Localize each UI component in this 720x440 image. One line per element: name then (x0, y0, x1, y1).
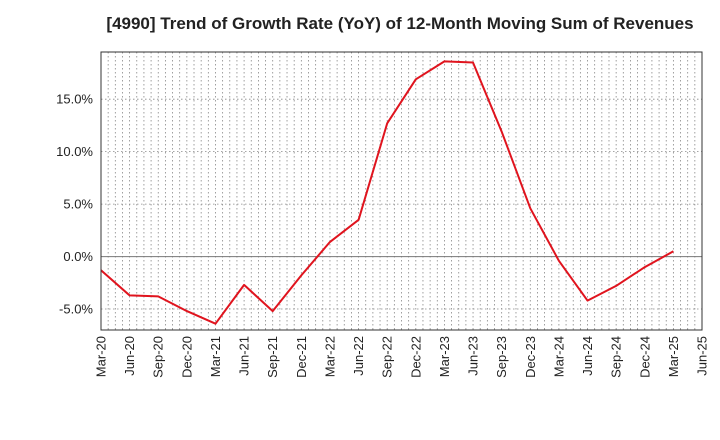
x-tick-label: Jun-21 (237, 336, 252, 376)
x-tick-label: Mar-21 (208, 336, 223, 377)
x-tick-label: Jun-20 (122, 336, 137, 376)
x-tick-label: Jun-22 (351, 336, 366, 376)
x-tick-label: Mar-24 (551, 336, 566, 377)
x-tick-label: Mar-20 (94, 336, 109, 377)
x-tick-label: Dec-24 (637, 336, 652, 378)
x-tick-label: Sep-20 (151, 336, 166, 378)
x-tick-label: Mar-25 (666, 336, 681, 377)
x-tick-label: Dec-21 (294, 336, 309, 378)
x-tick-label: Dec-20 (179, 336, 194, 378)
y-tick-label: 5.0% (63, 197, 93, 212)
x-tick-label: Dec-23 (523, 336, 538, 378)
x-tick-label: Jun-25 (695, 336, 710, 376)
x-tick-label: Mar-22 (322, 336, 337, 377)
y-tick-label: 0.0% (63, 249, 93, 264)
x-tick-label: Sep-22 (380, 336, 395, 378)
y-tick-label: -5.0% (59, 302, 93, 317)
x-tick-label-layer: Mar-20 Jun-20 Sep-20 Dec-20 Mar-21 Jun-21 Sep-… (94, 336, 710, 378)
y-tick-label: 15.0% (56, 92, 93, 107)
x-tick-label: Jun-24 (580, 336, 595, 376)
grid-layer (101, 52, 702, 330)
series-layer (100, 60, 674, 325)
y-tick-label-layer: -5.0% 0.0% 5.0% 10.0% 15.0% (56, 92, 93, 317)
plot-frame (100, 51, 703, 331)
x-tick-label: Mar-23 (437, 336, 452, 377)
y-tick-label: 10.0% (56, 144, 93, 159)
x-tick-label: Sep-21 (265, 336, 280, 378)
x-tick-label: Sep-24 (609, 336, 624, 378)
x-tick-label: Dec-22 (408, 336, 423, 378)
x-tick-label: Sep-23 (494, 336, 509, 378)
x-tick-label: Jun-23 (466, 336, 481, 376)
chart-title: [4990] Trend of Growth Rate (YoY) of 12-… (106, 14, 694, 33)
